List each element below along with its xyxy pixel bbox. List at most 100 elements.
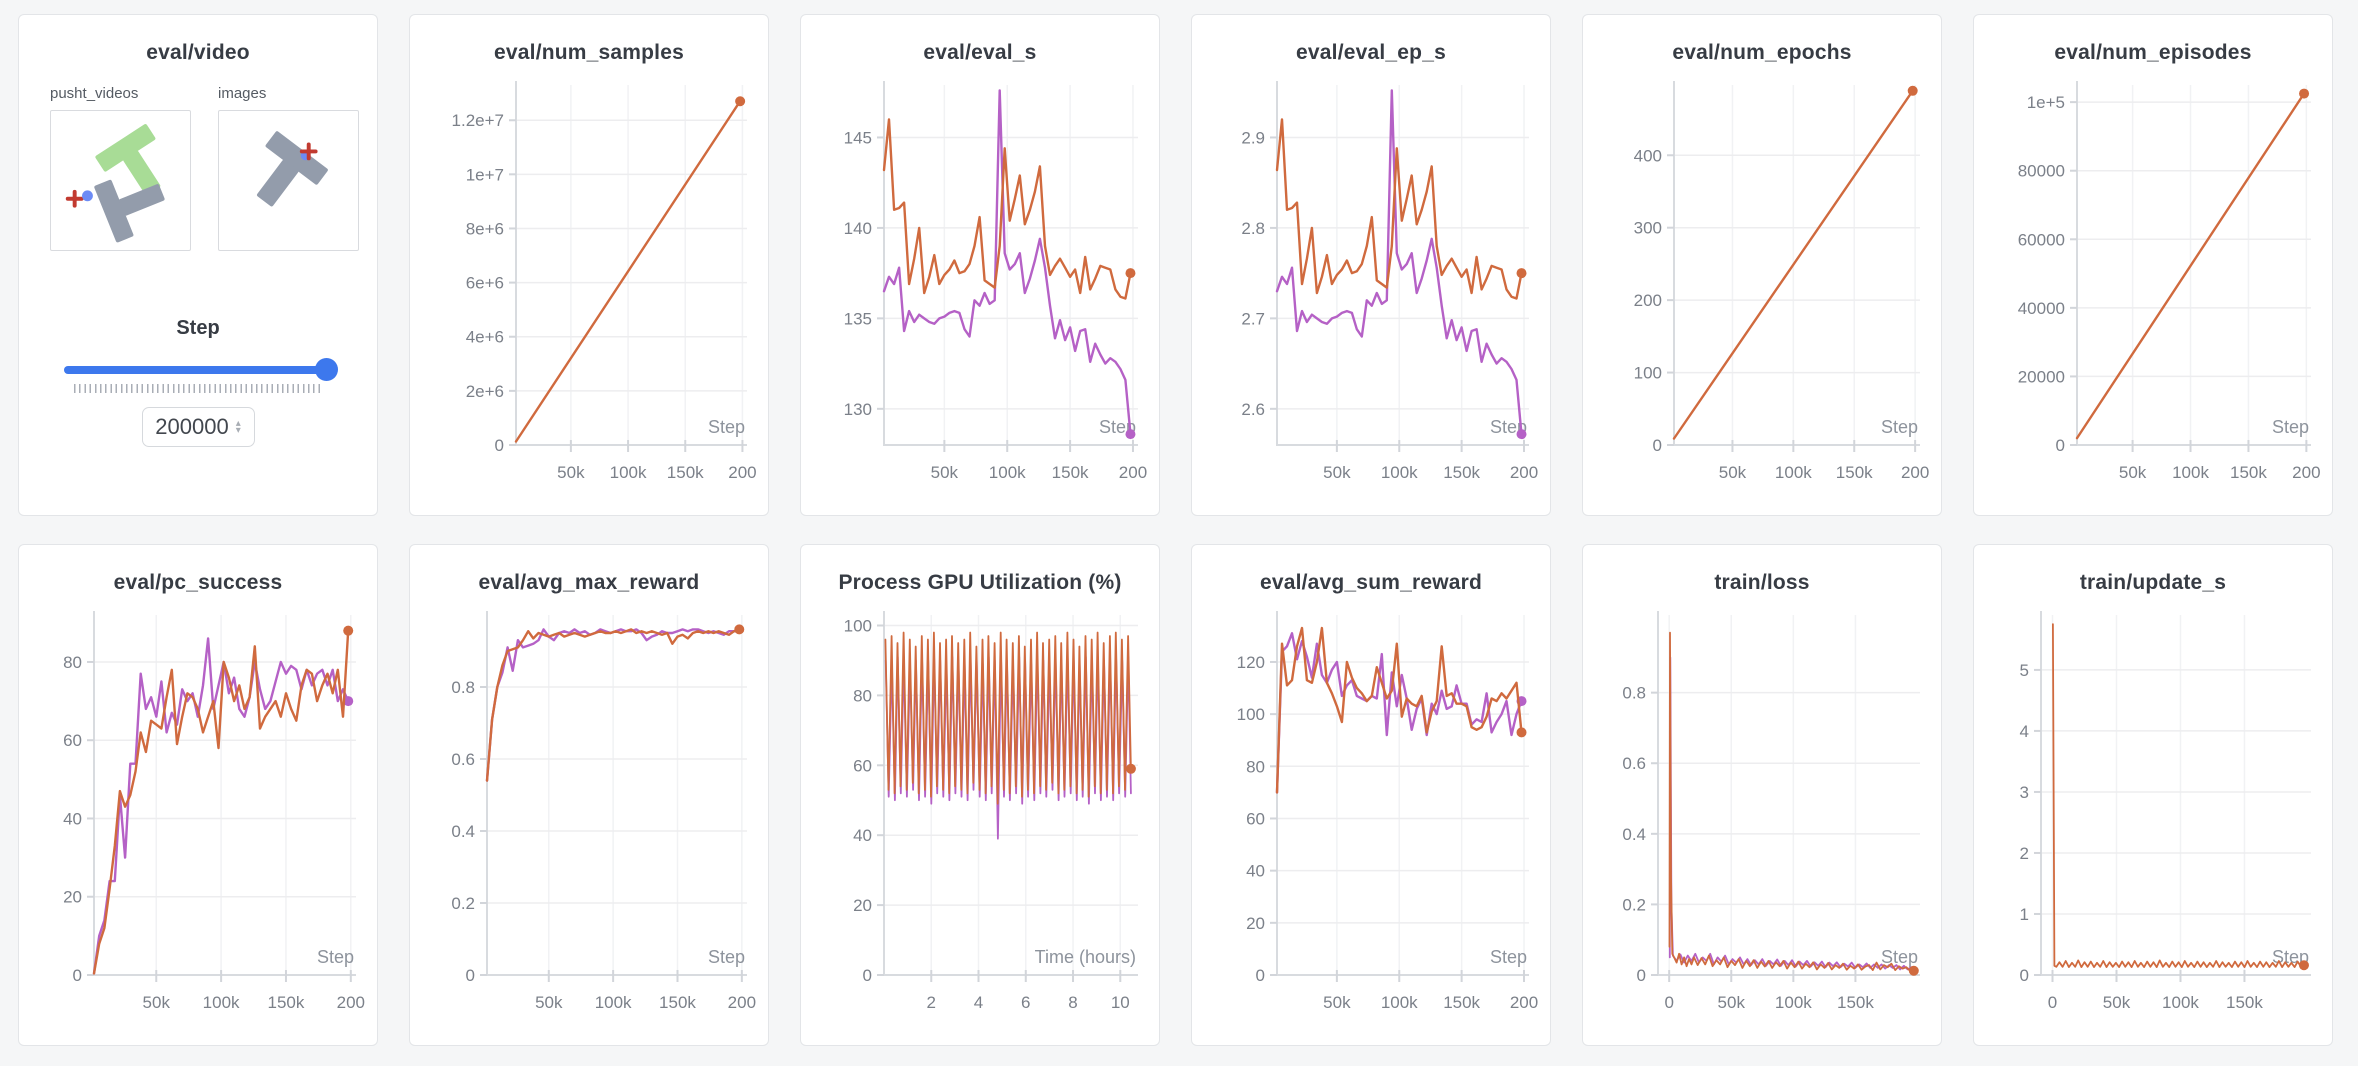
svg-text:20: 20 (853, 896, 872, 915)
svg-text:150k: 150k (2226, 993, 2263, 1012)
svg-text:50k: 50k (557, 463, 585, 482)
goal-cross-icon (299, 142, 318, 161)
svg-text:0.2: 0.2 (451, 894, 475, 913)
svg-text:100k: 100k (1775, 993, 1812, 1012)
step-slider-track[interactable] (64, 366, 332, 374)
svg-text:20000: 20000 (2018, 367, 2065, 386)
video-thumbnail-pusht-videos[interactable] (50, 110, 191, 251)
svg-text:2.7: 2.7 (1241, 309, 1265, 328)
panel-eval-video: eval/video pusht_videos (18, 14, 378, 516)
chart-title: eval/eval_s (923, 41, 1037, 64)
svg-text:150k: 150k (1837, 993, 1874, 1012)
svg-text:200: 200 (1510, 993, 1538, 1012)
chart-eval-num-epochs[interactable]: 50k 100k 150k 200 0 100 200 300 400 Step (1594, 69, 1930, 503)
panel-eval-num-episodes: eval/num_episodes 50k 100k 150k 200 0 20000 40… (1973, 14, 2333, 516)
svg-text:60: 60 (1246, 809, 1265, 828)
svg-text:50k: 50k (931, 463, 959, 482)
svg-text:100k: 100k (989, 463, 1026, 482)
svg-text:4e+6: 4e+6 (466, 328, 504, 347)
svg-text:0.4: 0.4 (1622, 825, 1646, 844)
svg-text:4: 4 (2020, 722, 2029, 741)
panel-eval-avg-max-reward: eval/avg_max_reward 50k 100k 150k 200 0 0.2 0.… (409, 544, 769, 1046)
svg-text:100k: 100k (1381, 993, 1418, 1012)
chart-eval-num-samples[interactable]: 50k 100k 150k 200 0 2e+6 4e+6 6e+6 8e+6 1e+7 1.2e+… (421, 69, 757, 503)
panel-gpu-utilization: Process GPU Utilization (%) 2 4 6 8 10 0 20 40 6… (800, 544, 1160, 1046)
svg-text:200: 200 (1510, 463, 1538, 482)
svg-text:0.8: 0.8 (1622, 684, 1646, 703)
svg-text:130: 130 (844, 400, 872, 419)
chart-eval-avg-sum-reward[interactable]: 50k 100k 150k 200 0 20 40 60 80 100 120 Step (1203, 599, 1539, 1033)
svg-text:0: 0 (73, 966, 82, 985)
svg-text:60: 60 (853, 756, 872, 775)
media-item-pusht-videos: pusht_videos (50, 85, 191, 251)
svg-text:0.4: 0.4 (451, 822, 475, 841)
video-thumbnail-images[interactable] (218, 110, 359, 251)
goal-cross-icon (65, 189, 84, 208)
svg-text:200: 200 (337, 993, 365, 1012)
panel-eval-eval-s: eval/eval_s 50k 100k 150k 200 130 135 140 145 St… (800, 14, 1160, 516)
step-slider-ticks (74, 384, 322, 393)
svg-text:50k: 50k (535, 993, 563, 1012)
svg-text:60000: 60000 (2018, 230, 2065, 249)
svg-text:0: 0 (2048, 993, 2057, 1012)
svg-text:100: 100 (844, 616, 872, 635)
chart-eval-pc-success[interactable]: 50k 100k 150k 200 0 20 40 60 80 Step (30, 599, 366, 1033)
chart-title: eval/num_epochs (1672, 41, 1852, 64)
svg-text:150k: 150k (659, 993, 696, 1012)
svg-text:150k: 150k (1443, 993, 1480, 1012)
images-gray-tee (257, 131, 328, 207)
svg-text:Step: Step (1881, 417, 1918, 437)
svg-text:Step: Step (317, 947, 354, 967)
svg-text:Step: Step (1881, 947, 1918, 967)
panel-train-update-s: train/update_s 0 50k 100k 150k 0 1 2 3 4 5 Step (1973, 544, 2333, 1046)
pusht-green-tee (95, 124, 161, 196)
svg-text:40: 40 (1246, 862, 1265, 881)
svg-text:1e+7: 1e+7 (466, 165, 504, 184)
panel-eval-eval-ep-s: eval/eval_ep_s 50k 100k 150k 200 2.6 2.7 2.8 2.… (1191, 14, 1551, 516)
media-item-label: pusht_videos (50, 85, 139, 102)
stepper-up-icon[interactable]: ▴ (235, 418, 241, 429)
svg-text:50k: 50k (2103, 993, 2131, 1012)
chart-title: train/update_s (2079, 571, 2227, 594)
stepper-down-icon[interactable]: ▾ (235, 425, 241, 436)
chart-eval-avg-max-reward[interactable]: 50k 100k 150k 200 0 0.2 0.4 0.6 0.8 Step (421, 599, 757, 1033)
svg-text:20: 20 (1246, 914, 1265, 933)
pusht-gray-tee (94, 179, 165, 243)
step-slider[interactable] (64, 358, 338, 381)
svg-text:135: 135 (844, 309, 872, 328)
svg-text:Step: Step (708, 417, 745, 437)
chart-title: eval/eval_ep_s (1296, 41, 1446, 64)
step-value[interactable]: 200000 (155, 414, 229, 439)
svg-text:50k: 50k (1719, 463, 1747, 482)
step-number-input[interactable]: 200000 ▴ ▾ (141, 407, 255, 447)
svg-text:6e+6: 6e+6 (466, 274, 504, 293)
chart-train-loss[interactable]: 0 50k 100k 150k 0 0.2 0.4 0.6 0.8 Step (1594, 599, 1930, 1033)
svg-text:50k: 50k (1718, 993, 1746, 1012)
svg-text:400: 400 (1634, 146, 1662, 165)
media-thumbnails: pusht_videos (19, 85, 377, 251)
svg-text:0.2: 0.2 (1622, 895, 1646, 914)
stepper-buttons: ▴ ▾ (235, 418, 241, 436)
chart-title: train/loss (1714, 571, 1810, 594)
svg-text:4: 4 (974, 993, 983, 1012)
svg-text:120: 120 (1237, 653, 1265, 672)
svg-text:100k: 100k (1381, 463, 1418, 482)
chart-train-update-s[interactable]: 0 50k 100k 150k 0 1 2 3 4 5 Step (1985, 599, 2321, 1033)
svg-text:300: 300 (1634, 219, 1662, 238)
svg-text:100k: 100k (595, 993, 632, 1012)
svg-text:2: 2 (2020, 844, 2029, 863)
svg-text:150k: 150k (1052, 463, 1089, 482)
svg-text:200: 200 (728, 463, 756, 482)
svg-text:0: 0 (2056, 436, 2065, 455)
svg-text:0: 0 (1637, 966, 1646, 985)
svg-text:2.8: 2.8 (1241, 219, 1265, 238)
svg-text:40: 40 (853, 826, 872, 845)
step-slider-handle[interactable] (315, 358, 338, 381)
svg-text:0.6: 0.6 (1622, 754, 1646, 773)
svg-text:0.8: 0.8 (451, 678, 475, 697)
chart-eval-num-episodes[interactable]: 50k 100k 150k 200 0 20000 40000 60000 80000 1e+5 S… (1985, 69, 2321, 503)
svg-text:200: 200 (2292, 463, 2320, 482)
